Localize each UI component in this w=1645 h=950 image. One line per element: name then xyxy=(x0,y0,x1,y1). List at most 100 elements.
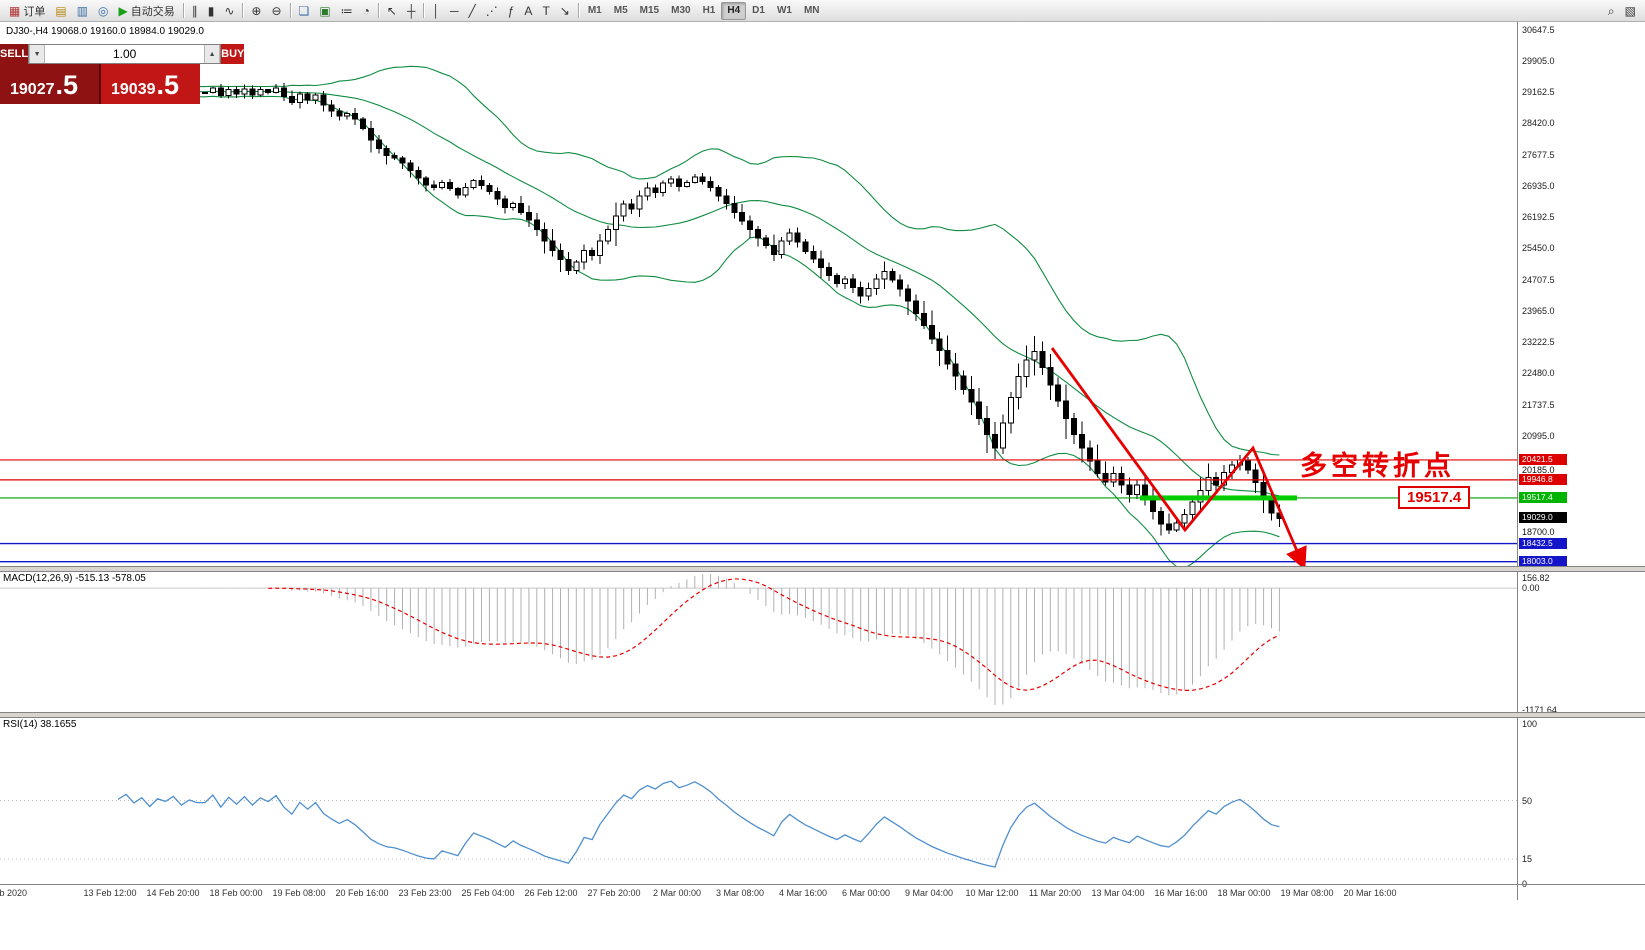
data-window-icon: ▥ xyxy=(76,3,89,18)
price-axis-label: 0.00 xyxy=(1522,583,1540,594)
cycles-icon[interactable]: ◔ xyxy=(358,2,375,20)
quick-trade-icon: ▧ xyxy=(1624,3,1636,18)
symbol-ohlc-label: DJ30-,H4 19068.0 19160.0 18984.0 19029.0 xyxy=(6,26,204,37)
time-axis-label: 18 Feb 00:00 xyxy=(209,888,263,898)
horizontal-line-icon: ─ xyxy=(449,3,459,18)
time-axis-label: 14 Feb 20:00 xyxy=(146,888,200,898)
profiles-icon[interactable]: ≔ xyxy=(336,2,358,20)
trade-panel: SELL ▼ ▲ BUY 19027 .5 19039 .5 xyxy=(0,44,245,104)
arrows-icon[interactable]: ↘ xyxy=(555,2,575,20)
text-icon[interactable]: A xyxy=(519,2,537,20)
cursor-icon: ↖ xyxy=(386,3,397,18)
price-level-chip: 20421.5 xyxy=(1519,453,1567,465)
pane-separator-macd[interactable] xyxy=(0,566,1645,572)
navigator-icon: ◎ xyxy=(98,3,109,18)
buy-price[interactable]: 19039 .5 xyxy=(101,64,200,104)
turning-point-annotation[interactable]: 多空转折点 xyxy=(1300,451,1455,481)
autotrading-button-label: 自动交易 xyxy=(130,5,175,18)
arrows-icon: ↘ xyxy=(559,3,570,18)
rsi-line xyxy=(117,780,1280,868)
line-chart-icon[interactable]: ∿ xyxy=(219,2,239,20)
time-axis-label: 3 Mar 08:00 xyxy=(715,888,765,898)
rsi-indicator-label: RSI(14) 38.1655 xyxy=(3,719,77,730)
price-axis-label: 18700.0 xyxy=(1522,527,1555,538)
time-axis-label: 25 Feb 04:00 xyxy=(461,888,515,898)
zoom-out-icon[interactable]: ⊖ xyxy=(266,2,286,20)
bar-chart-icon: ∥ xyxy=(191,3,198,18)
navigator-icon[interactable]: ◎ xyxy=(93,2,113,20)
bar-chart-icon[interactable]: ∥ xyxy=(187,2,203,20)
time-axis-label: 13 Feb 12:00 xyxy=(83,888,137,898)
price-axis-label: 24707.5 xyxy=(1522,274,1555,285)
toolbar-separator xyxy=(423,3,425,18)
toolbar-right-group: ⌕ ▧ xyxy=(1603,2,1641,20)
pane-separator-rsi[interactable] xyxy=(0,712,1645,718)
horizontal-line-icon[interactable]: ─ xyxy=(445,2,464,20)
time-axis-label: 19 Mar 08:00 xyxy=(1280,888,1334,898)
label-icon[interactable]: T xyxy=(537,2,554,20)
price-axis-label: 15 xyxy=(1522,853,1533,864)
autotrading-button[interactable]: ▶ 自动交易 xyxy=(114,2,180,20)
bollinger-middle-band xyxy=(70,90,1280,497)
fibonacci-icon[interactable]: ƒ xyxy=(503,2,520,20)
search-icon[interactable]: ⌕ xyxy=(1603,2,1620,20)
autotrading-icon: ▶ xyxy=(118,3,128,18)
profiles-icon: ≔ xyxy=(340,3,353,18)
chart-canvas[interactable] xyxy=(0,22,1517,950)
timeframe-h1[interactable]: H1 xyxy=(702,5,716,16)
vertical-line-icon[interactable]: │ xyxy=(427,2,445,20)
sell-price[interactable]: 19027 .5 xyxy=(0,64,99,104)
price-axis-label: 29905.0 xyxy=(1522,55,1555,66)
toolbar-separator xyxy=(242,3,244,18)
timeframe-m15[interactable]: M15 xyxy=(639,5,660,16)
text-icon: A xyxy=(524,3,533,18)
volume-increase-button[interactable]: ▲ xyxy=(204,45,221,63)
price-level-chip: 19029.0 xyxy=(1519,512,1567,524)
zoom-in-icon: ⊕ xyxy=(251,3,262,18)
price-axis-label: 156.82 xyxy=(1522,573,1550,583)
quick-trade-icon[interactable]: ▧ xyxy=(1620,2,1641,20)
sell-button[interactable]: SELL xyxy=(0,44,29,64)
time-axis-label: 4 Mar 16:00 xyxy=(778,888,828,898)
crosshair-icon[interactable]: ┼ xyxy=(402,2,421,20)
channel-icon: ⋰ xyxy=(485,3,498,18)
price-level-chip: 19517.4 xyxy=(1519,491,1567,503)
time-axis-label: 6 Mar 00:00 xyxy=(841,888,891,898)
macd-pane xyxy=(0,574,1517,705)
channel-icon[interactable]: ⋰ xyxy=(481,2,503,20)
timeframe-m1[interactable]: M1 xyxy=(587,5,602,16)
price-axis-label: 28420.0 xyxy=(1522,118,1555,129)
price-axis-label: 25450.0 xyxy=(1522,243,1555,254)
price-level-chip: 18432.5 xyxy=(1519,537,1567,549)
price-callout-label[interactable]: 19517.4 xyxy=(1398,486,1471,509)
data-window-icon[interactable]: ▥ xyxy=(72,2,93,20)
new-order-button[interactable]: ▦ 订单 xyxy=(4,2,50,20)
trendline-icon[interactable]: ╱ xyxy=(464,2,481,20)
timeframe-mn[interactable]: MN xyxy=(803,5,820,16)
volume-input[interactable] xyxy=(45,45,205,63)
market-watch-icon[interactable]: ▤ xyxy=(50,2,71,20)
new-order-icon: ▦ xyxy=(9,3,21,18)
candlestick-chart-icon[interactable]: ▮ xyxy=(203,2,220,20)
time-axis-label: 18 Mar 00:00 xyxy=(1217,888,1271,898)
tile-windows-icon[interactable]: ❏ xyxy=(294,2,315,20)
time-axis-label: 2 Mar 00:00 xyxy=(652,888,702,898)
volume-decrease-button[interactable]: ▼ xyxy=(29,45,46,63)
timeframe-m5[interactable]: M5 xyxy=(613,5,628,16)
zoom-in-icon[interactable]: ⊕ xyxy=(246,2,266,20)
timeframe-w1[interactable]: W1 xyxy=(776,5,792,16)
price-axis-label: -1171.64 xyxy=(1522,705,1557,716)
timeframe-m30[interactable]: M30 xyxy=(671,5,691,16)
candles-group xyxy=(4,82,1283,536)
price-axis-label: 20995.0 xyxy=(1522,430,1555,441)
toolbar-separator xyxy=(377,3,379,18)
new-chart-icon[interactable]: ▣ xyxy=(314,2,335,20)
timeframe-d1[interactable]: D1 xyxy=(752,5,765,16)
buy-button[interactable]: BUY xyxy=(221,44,245,64)
support-zone-segment[interactable] xyxy=(1140,495,1297,501)
timeframe-h4[interactable]: H4 xyxy=(721,1,747,20)
price-level-chip: 19946.8 xyxy=(1519,473,1567,485)
cursor-icon[interactable]: ↖ xyxy=(382,2,402,20)
trend-arrow[interactable] xyxy=(1050,347,1307,571)
time-axis-label: 26 Feb 12:00 xyxy=(524,888,578,898)
